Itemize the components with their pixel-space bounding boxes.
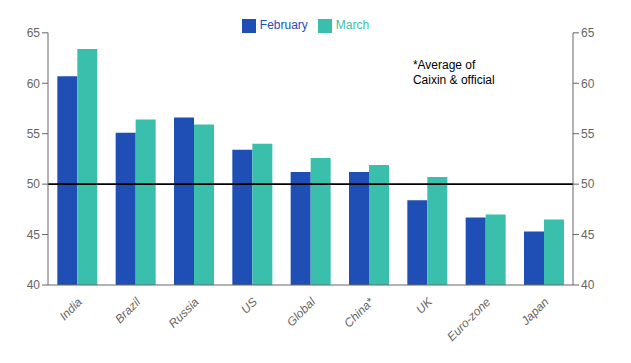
svg-text:45: 45: [27, 228, 41, 242]
svg-text:US: US: [238, 295, 260, 317]
svg-text:China*: China*: [341, 295, 377, 331]
svg-text:Euro-zone: Euro-zone: [444, 295, 493, 344]
svg-text:65: 65: [27, 26, 41, 40]
svg-text:55: 55: [581, 127, 595, 141]
svg-text:65: 65: [581, 26, 595, 40]
html-text:February: February: [259, 18, 308, 32]
svg-text:45: 45: [581, 228, 595, 242]
svg-text:Brazil: Brazil: [112, 295, 143, 326]
svg-text:Russia: Russia: [166, 295, 202, 331]
svg-text:50: 50: [27, 177, 41, 191]
svg-text:40: 40: [27, 278, 41, 292]
svg-text:55: 55: [27, 127, 41, 141]
svg-text:60: 60: [27, 77, 41, 91]
html-text:Caixin & official: Caixin & official: [412, 73, 495, 87]
svg-text:India: India: [57, 295, 86, 324]
svg-text:50: 50: [581, 177, 595, 191]
html-text:March: March: [335, 18, 370, 32]
svg-text:Global: Global: [284, 295, 319, 330]
svg-text:Japan: Japan: [518, 295, 552, 329]
html-text:*Average of: *Average of: [412, 58, 476, 72]
svg-text:60: 60: [581, 77, 595, 91]
svg-text:UK: UK: [413, 294, 435, 316]
svg-text:40: 40: [581, 278, 595, 292]
